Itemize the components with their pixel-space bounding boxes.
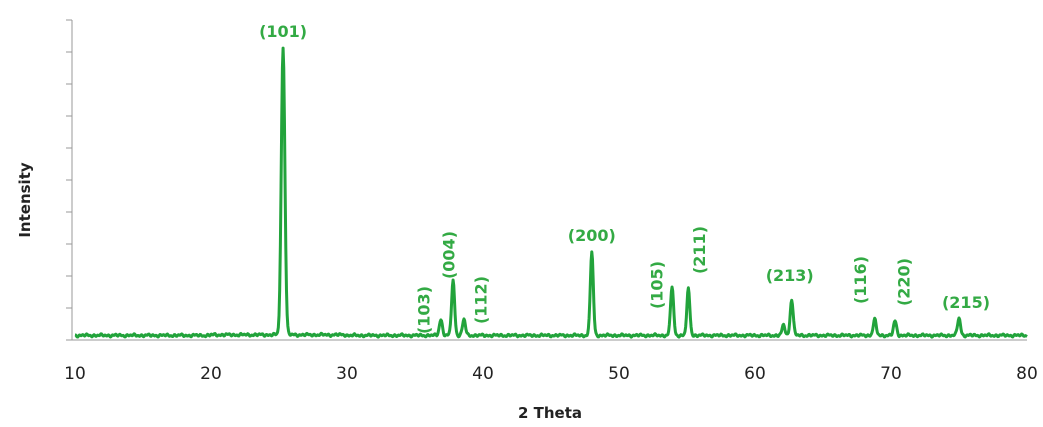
- x-tick-label: 20: [200, 364, 222, 384]
- peak-label: (103): [414, 286, 433, 334]
- peak-label: (213): [766, 266, 814, 285]
- peak-label: (101): [259, 22, 307, 41]
- x-tick-labels: 10 20 30 40 50 60 70 80: [64, 364, 1038, 384]
- x-tick-label: 10: [64, 364, 86, 384]
- y-ticks: [66, 19, 72, 341]
- x-tick-label: 30: [336, 364, 358, 384]
- x-tick-label: 70: [880, 364, 902, 384]
- x-tick-label: 60: [744, 364, 766, 384]
- y-axis-title: Intensity: [16, 162, 34, 238]
- peak-label: (200): [568, 226, 616, 245]
- peak-label: (220): [895, 258, 914, 306]
- xrd-pattern-line: [74, 46, 1028, 339]
- peak-label: (215): [942, 293, 990, 312]
- peak-label: (112): [471, 276, 490, 324]
- peak-labels: (101) (103) (004) (112) (200) (105) (211) (213)…: [259, 22, 990, 334]
- x-tick-label: 40: [472, 364, 494, 384]
- peak-label: (211): [690, 226, 709, 274]
- x-tick-label: 80: [1016, 364, 1038, 384]
- axes: [66, 19, 1027, 341]
- peak-label: (105): [648, 261, 667, 309]
- peak-label: (116): [851, 256, 870, 304]
- x-tick-label: 50: [608, 364, 630, 384]
- peak-label: (004): [440, 231, 459, 279]
- x-axis-title: 2 Theta: [518, 404, 582, 422]
